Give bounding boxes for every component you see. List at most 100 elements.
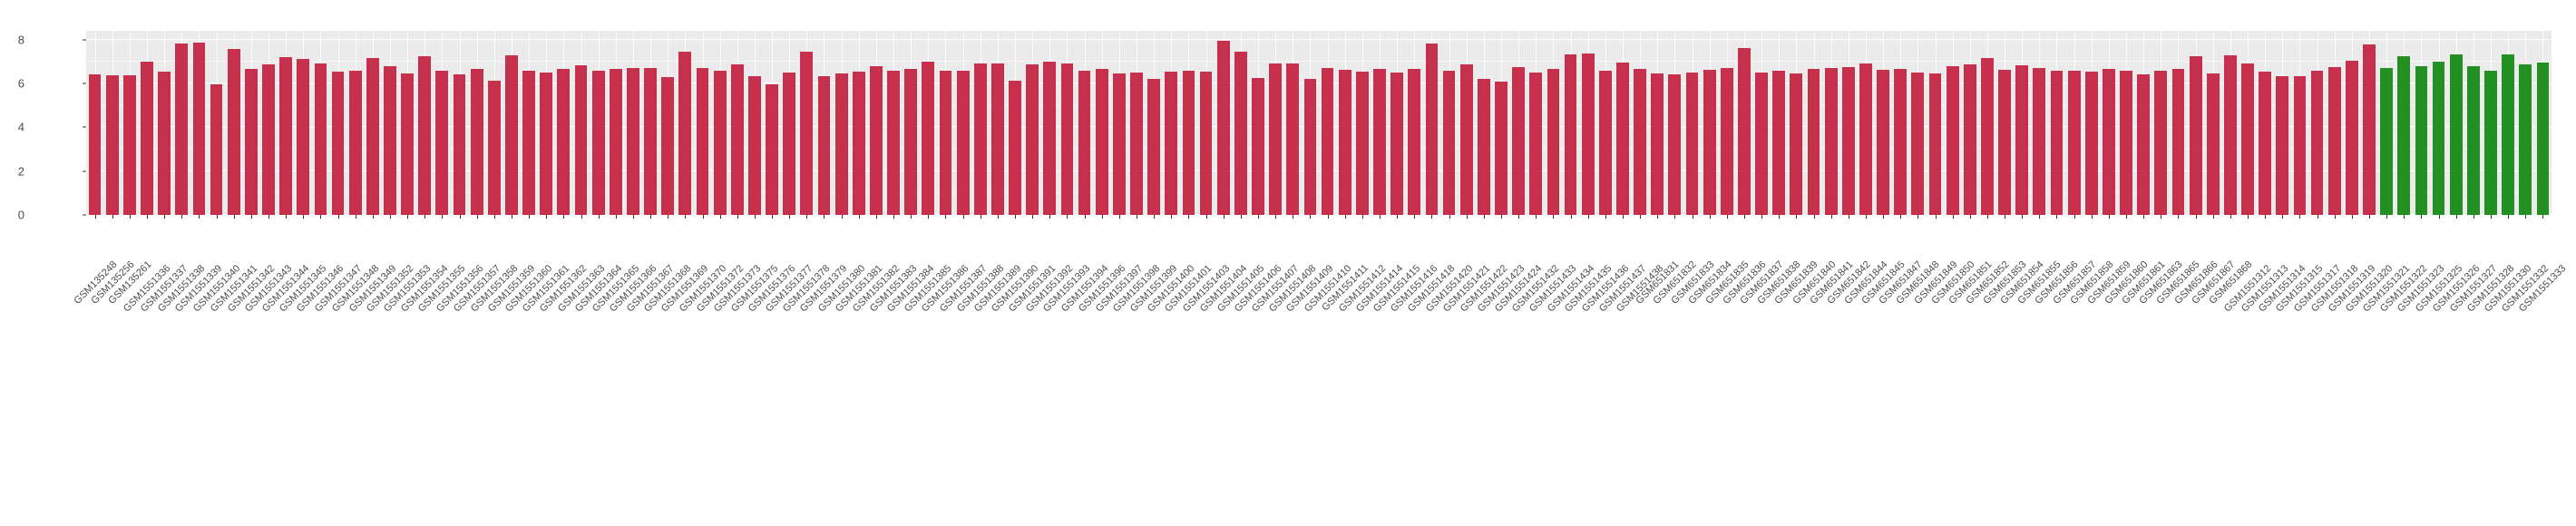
x-axis-tickmark bbox=[2248, 215, 2249, 219]
bar bbox=[1199, 72, 1213, 215]
gridline-major bbox=[86, 38, 2552, 40]
x-axis-tickmark bbox=[2091, 215, 2093, 219]
x-axis-tickmark bbox=[1361, 215, 1363, 219]
x-axis-tickmark bbox=[1500, 215, 1502, 219]
x-axis-tickmark bbox=[1674, 215, 1676, 219]
y-axis-tick-label: 0 bbox=[17, 208, 24, 222]
x-axis-tickmark bbox=[1865, 215, 1867, 219]
bar bbox=[314, 63, 327, 215]
bar bbox=[470, 69, 483, 215]
bar bbox=[1009, 80, 1021, 215]
bar bbox=[1807, 69, 1820, 215]
y-axis-tick-label: 8 bbox=[17, 33, 24, 47]
x-axis-tickmark bbox=[1379, 215, 1381, 219]
x-axis-tickmark bbox=[893, 215, 895, 219]
bar bbox=[1651, 73, 1664, 215]
bar bbox=[2084, 72, 2098, 215]
bar bbox=[210, 83, 223, 215]
x-axis-tickmark bbox=[1327, 215, 1329, 219]
bar bbox=[487, 80, 501, 215]
bar bbox=[1373, 68, 1386, 215]
x-axis-tickmark bbox=[129, 215, 131, 219]
bar bbox=[956, 71, 970, 215]
bar bbox=[1685, 73, 1699, 215]
x-axis-tickmark bbox=[1449, 215, 1450, 219]
x-axis-tickmark bbox=[1258, 215, 1259, 219]
x-axis-tickmark bbox=[1397, 215, 1399, 219]
bar bbox=[1495, 81, 1508, 215]
bar bbox=[1790, 73, 1803, 215]
x-axis-tickmark bbox=[1171, 215, 1173, 219]
bar bbox=[2449, 54, 2463, 215]
gridline-major bbox=[86, 214, 2552, 215]
x-axis-tickmark bbox=[1952, 215, 1954, 219]
bar bbox=[1147, 79, 1161, 215]
x-axis-tickmark bbox=[2143, 215, 2145, 219]
bar bbox=[1877, 70, 1889, 215]
x-axis-tickmark bbox=[1536, 215, 1537, 219]
bar bbox=[1738, 47, 1751, 215]
bar bbox=[348, 71, 362, 215]
x-axis-tickmark bbox=[459, 215, 461, 219]
x-axis-tickmark bbox=[772, 215, 774, 219]
x-axis-tickmark bbox=[2022, 215, 2024, 219]
x-axis-tickmark bbox=[1796, 215, 1798, 219]
bar bbox=[453, 74, 466, 215]
y-axis-tick-label: 6 bbox=[17, 76, 24, 91]
bar bbox=[1998, 69, 2011, 215]
bar bbox=[609, 69, 622, 215]
bar bbox=[505, 54, 518, 215]
x-axis-tickmark bbox=[2195, 215, 2197, 219]
x-axis-tickmark bbox=[2369, 215, 2371, 219]
bar bbox=[627, 67, 639, 215]
bar bbox=[1772, 71, 1786, 215]
x-axis-tickmark bbox=[112, 215, 113, 219]
bar bbox=[1564, 54, 1577, 215]
x-axis-tickmark bbox=[442, 215, 444, 219]
x-axis-tickmark bbox=[2265, 215, 2267, 219]
x-axis-tickmarks bbox=[86, 215, 2552, 219]
gridline-minor bbox=[86, 104, 2552, 106]
bar bbox=[1425, 44, 1439, 215]
x-axis-tickmark bbox=[1986, 215, 1988, 219]
x-axis-tickmark bbox=[407, 215, 409, 219]
bar bbox=[1078, 70, 1091, 215]
bar bbox=[1841, 66, 1855, 215]
x-axis-tickmark bbox=[546, 215, 548, 219]
bar bbox=[1112, 73, 1126, 215]
x-axis-tickmark bbox=[1310, 215, 1312, 219]
x-axis-tickmark bbox=[94, 215, 96, 219]
gridline-minor bbox=[86, 191, 2552, 193]
bar bbox=[2033, 68, 2046, 215]
y-axis-tickmark bbox=[83, 214, 86, 216]
x-axis-tickmark bbox=[1084, 215, 1086, 219]
bar bbox=[522, 70, 535, 215]
x-axis-tickmark bbox=[2108, 215, 2110, 219]
bar bbox=[331, 71, 345, 215]
x-axis-tickmark bbox=[806, 215, 808, 219]
x-axis-tickmark bbox=[962, 215, 964, 219]
x-axis-tickmark bbox=[911, 215, 912, 219]
bar bbox=[922, 61, 935, 215]
x-axis-tickmark bbox=[2317, 215, 2318, 219]
x-axis-tickmark bbox=[2039, 215, 2041, 219]
x-axis-tickmark bbox=[1032, 215, 1034, 219]
bar bbox=[1355, 71, 1369, 215]
bar bbox=[2293, 75, 2307, 215]
x-axis-tickmark bbox=[1570, 215, 1572, 219]
bar bbox=[1252, 78, 1264, 215]
gridline-minor bbox=[86, 60, 2552, 62]
x-axis-tickmark bbox=[389, 215, 391, 219]
y-axis-tickmark bbox=[83, 170, 86, 172]
x-axis-tickmark bbox=[2056, 215, 2058, 219]
y-axis-tick-label: 2 bbox=[17, 164, 24, 179]
bar bbox=[2502, 54, 2515, 215]
bar bbox=[2276, 75, 2289, 215]
x-axis-tickmark bbox=[1466, 215, 1468, 219]
bar bbox=[1928, 73, 1942, 215]
bar bbox=[2345, 60, 2358, 215]
bar bbox=[279, 57, 292, 215]
x-axis-tickmark bbox=[1414, 215, 1416, 219]
bar bbox=[2050, 70, 2064, 215]
x-axis-tickmark bbox=[1883, 215, 1885, 219]
